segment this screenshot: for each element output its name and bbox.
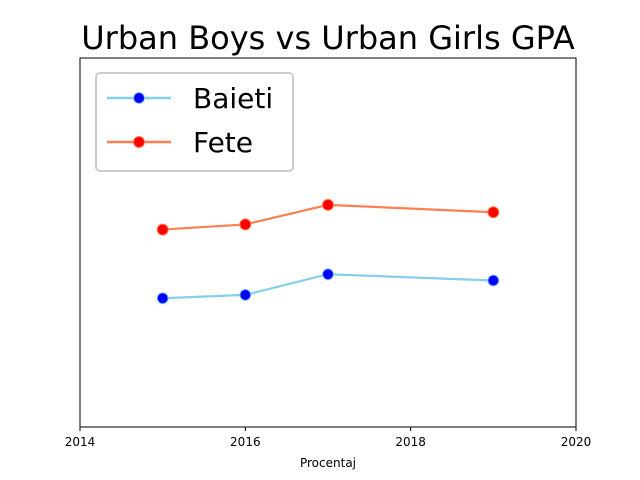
data-point-baieti bbox=[239, 288, 252, 301]
series-layer bbox=[156, 198, 500, 305]
x-tick-label: 2020 bbox=[561, 435, 592, 449]
x-axis-label: Procentaj bbox=[300, 456, 356, 470]
x-axis: 2014 2016 2018 2020 bbox=[65, 427, 592, 449]
x-tick-label: 2016 bbox=[230, 435, 261, 449]
series-line-baieti bbox=[162, 273, 494, 300]
legend-label-baieti: Baieti bbox=[193, 82, 273, 115]
legend-marker-fete bbox=[133, 136, 145, 148]
x-tick-label: 2014 bbox=[65, 435, 96, 449]
data-point-fete bbox=[322, 198, 334, 211]
data-point-baieti bbox=[487, 274, 500, 287]
data-point-fete bbox=[156, 223, 169, 236]
data-point-baieti bbox=[156, 292, 169, 305]
x-tick-label: 2018 bbox=[395, 435, 426, 449]
series-line-fete bbox=[162, 203, 494, 231]
data-point-fete bbox=[487, 206, 500, 219]
legend: Baieti Fete bbox=[95, 72, 294, 172]
chart-title: Urban Boys vs Urban Girls GPA bbox=[81, 19, 575, 57]
data-point-fete bbox=[239, 218, 252, 231]
data-point-baieti bbox=[322, 268, 334, 281]
legend-marker-baieti bbox=[133, 92, 145, 104]
legend-label-fete: Fete bbox=[193, 126, 253, 159]
